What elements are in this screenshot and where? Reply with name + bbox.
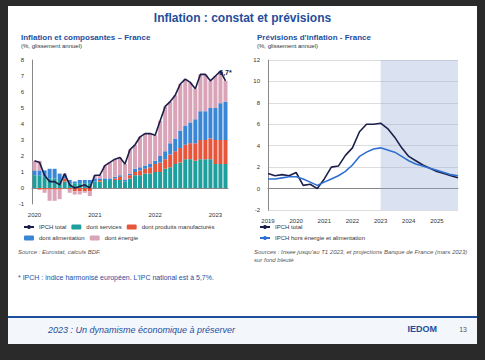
svg-text:6,7*: 6,7* [219,69,232,77]
html-text:Sources : Insee jusqu'au T1 20: Sources : Insee jusqu'au T1 2023, et pro… [254,249,468,263]
svg-text:-1: -1 [19,201,25,207]
html-text:* IPCH : indice harmonisé euro: * IPCH : indice harmonisé européen. L'IP… [18,274,214,281]
svg-text:2019: 2019 [261,218,275,224]
html-text:Source : Eurostat, calculs BDF: Source : Eurostat, calculs BDF. [18,249,101,255]
svg-text:5: 5 [21,105,25,111]
svg-text:0: 0 [21,185,25,191]
svg-text:0: 0 [257,186,261,192]
html-text:13: 13 [459,326,467,333]
svg-text:dont énergie: dont énergie [105,235,139,241]
svg-text:2022: 2022 [346,218,360,224]
svg-text:Inflation et composantes – Fra: Inflation et composantes – France [21,33,151,42]
svg-text:8: 8 [21,57,25,63]
html-text:2023 : Un dynamisme économique: 2023 : Un dynamisme économique à préserv… [48,325,236,335]
svg-text:4: 4 [21,121,25,127]
svg-text:12: 12 [253,57,260,63]
svg-text:2021: 2021 [88,212,102,218]
svg-text:IPCH hors énergie et alimentat: IPCH hors énergie et alimentation [275,235,365,241]
svg-text:(%, glissement annuel): (%, glissement annuel) [257,43,318,49]
svg-text:7: 7 [21,73,25,79]
svg-text:2023: 2023 [209,212,223,218]
svg-text:3: 3 [21,137,25,143]
svg-text:1: 1 [21,169,25,175]
svg-text:8: 8 [257,100,261,106]
svg-text:IPCH total: IPCH total [39,224,66,230]
svg-text:dont services: dont services [86,224,121,230]
svg-text:dont alimentation: dont alimentation [39,235,85,241]
svg-text:Prévisions d'inflation - Franc: Prévisions d'inflation - France [257,33,371,42]
svg-text:2025: 2025 [430,218,444,224]
svg-text:2: 2 [21,153,25,159]
html-text:IEDOM: IEDOM [407,324,437,334]
svg-text:-2: -2 [255,207,261,213]
svg-text:dont produits manufacturés: dont produits manufacturés [142,224,215,230]
svg-text:2: 2 [257,164,261,170]
svg-text:6: 6 [257,121,261,127]
svg-text:2021: 2021 [318,218,332,224]
svg-text:2023: 2023 [374,218,388,224]
svg-text:2022: 2022 [148,212,162,218]
svg-text:2024: 2024 [402,218,416,224]
svg-text:6: 6 [21,89,25,95]
html-text:Inflation : constat et prévisi: Inflation : constat et prévisions [153,11,332,25]
svg-text:2020: 2020 [289,218,303,224]
svg-text:2020: 2020 [28,212,42,218]
svg-text:(%, glissement annuel): (%, glissement annuel) [21,43,82,49]
svg-text:10: 10 [253,78,260,84]
svg-text:4: 4 [257,143,261,149]
svg-text:IPCH total: IPCH total [275,224,302,230]
